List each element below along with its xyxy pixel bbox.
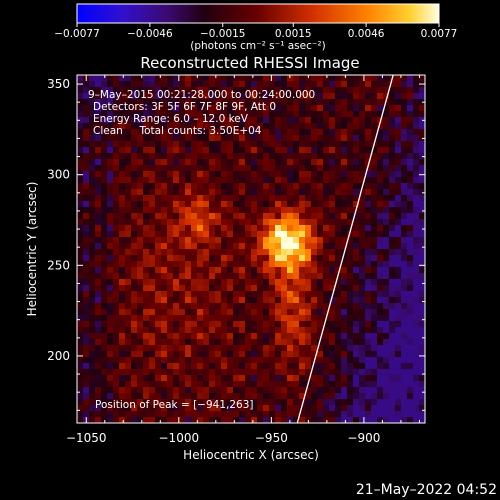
colorbar-unit-label: (photons cm⁻² s⁻¹ asec⁻²) xyxy=(190,40,325,52)
x-tick-label: −1050 xyxy=(66,431,107,445)
colorbar-tick-label: 0.0046 xyxy=(348,28,385,40)
colorbar-tick-label: −0.0046 xyxy=(127,28,173,40)
y-tick-label: 250 xyxy=(47,258,70,272)
annotation-energy-range: Energy Range: 6.0 – 12.0 keV xyxy=(93,113,249,125)
y-axis-label: Heliocentric Y (arcsec) xyxy=(25,182,39,317)
colorbar-tick-label: −0.0015 xyxy=(200,28,246,40)
y-tick-label: 300 xyxy=(47,168,70,182)
y-tick-label: 350 xyxy=(47,77,70,91)
colorbar xyxy=(76,3,440,24)
annotation-time-range: 9–May–2015 00:21:28.000 to 00:24:00.000 xyxy=(88,89,315,101)
annotation-detectors: Detectors: 3F 5F 6F 7F 8F 9F, Att 0 xyxy=(93,101,276,113)
x-tick-label: −1000 xyxy=(159,431,200,445)
colorbar-ticks: −0.0077 −0.0046 −0.0015 0.0015 0.0046 0.0077 xyxy=(54,23,457,40)
annotation-peak-position: Position of Peak = [−941,263] xyxy=(95,399,254,411)
y-tick-label: 200 xyxy=(47,349,70,363)
chart-title: Reconstructed RHESSI Image xyxy=(140,54,359,72)
annotation-total-counts: Clean Total counts: 3.50E+04 xyxy=(93,125,262,137)
colorbar-tick-label: −0.0077 xyxy=(54,28,100,40)
x-axis-label: Heliocentric X (arcsec) xyxy=(183,448,319,462)
x-tick-label: −950 xyxy=(255,431,288,445)
colorbar-tick-label: 0.0077 xyxy=(421,28,458,40)
plot-frame xyxy=(76,74,426,424)
solar-limb-line xyxy=(296,75,394,423)
axes: −1050 −1000 −950 −900 200 250 300 350 xyxy=(47,75,425,445)
plot-timestamp: 21–May–2022 04:52 xyxy=(356,482,497,498)
colorbar-tick-label: 0.0015 xyxy=(275,28,312,40)
x-tick-label: −900 xyxy=(347,431,380,445)
heatmap-image xyxy=(77,75,425,423)
